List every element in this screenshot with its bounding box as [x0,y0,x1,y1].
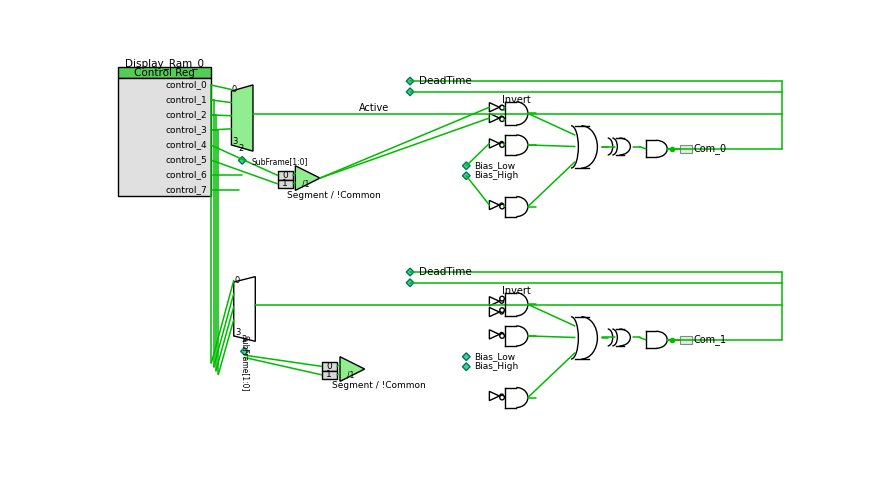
Circle shape [500,117,504,122]
Circle shape [500,296,504,301]
Polygon shape [406,268,414,276]
Polygon shape [489,330,499,339]
Text: Invert: Invert [501,286,530,296]
Text: SubFrame[1:0]: SubFrame[1:0] [240,335,248,392]
Polygon shape [489,297,499,306]
Text: /1: /1 [302,180,309,189]
Bar [277,171,292,180]
Text: Com_0: Com_0 [693,143,726,154]
Polygon shape [489,391,499,400]
Bar [321,370,336,379]
Text: control_6: control_6 [166,170,207,180]
Text: Bias_Low: Bias_Low [473,352,515,361]
Text: control_2: control_2 [166,111,207,119]
Text: Invert: Invert [501,95,530,105]
Text: 3: 3 [234,327,240,337]
Circle shape [500,105,504,110]
Text: DeadTime: DeadTime [419,267,471,277]
Polygon shape [462,162,470,170]
Text: Active: Active [358,103,389,113]
Text: 0: 0 [232,85,237,94]
Polygon shape [238,156,246,164]
Polygon shape [241,347,248,355]
Circle shape [500,394,503,398]
Polygon shape [489,200,499,210]
Text: /1: /1 [347,370,354,380]
Text: 0: 0 [282,171,288,180]
Circle shape [500,334,504,338]
Text: control_1: control_1 [166,96,207,104]
Text: 2: 2 [241,335,247,344]
Circle shape [500,332,503,336]
Circle shape [500,105,503,109]
Circle shape [500,203,503,207]
Bar [679,145,691,154]
Polygon shape [489,114,499,123]
Polygon shape [489,308,499,317]
Text: SubFrame[1:0]: SubFrame[1:0] [251,156,307,166]
Polygon shape [462,172,470,180]
Text: 0: 0 [234,276,240,285]
Circle shape [500,116,503,120]
Circle shape [500,395,504,400]
Text: control_7: control_7 [166,185,207,195]
Circle shape [500,299,503,303]
Polygon shape [489,102,499,112]
Text: DeadTime: DeadTime [419,76,471,86]
Circle shape [500,142,503,145]
Polygon shape [462,353,470,361]
Bar [277,180,292,188]
Text: Bias_High: Bias_High [473,362,518,371]
Polygon shape [234,277,255,341]
Polygon shape [406,88,414,96]
Text: control_3: control_3 [166,126,207,134]
Bar [679,336,691,344]
Text: control_4: control_4 [166,141,207,149]
Polygon shape [406,279,414,286]
Text: Bias_High: Bias_High [473,171,518,180]
Text: Com_1: Com_1 [693,334,726,345]
Polygon shape [406,77,414,85]
Circle shape [500,308,504,313]
Bar [321,362,336,370]
Text: Display_Ram_0: Display_Ram_0 [125,58,204,69]
Polygon shape [295,166,320,190]
Text: Segment / !Common: Segment / !Common [331,382,425,390]
Bar [119,67,211,78]
Text: Control Reg: Control Reg [133,68,195,78]
Text: 1: 1 [282,179,288,188]
Polygon shape [231,85,253,151]
Bar [119,78,211,196]
Text: control_0: control_0 [166,80,207,89]
Text: 0: 0 [326,362,332,371]
Circle shape [500,142,504,147]
Polygon shape [489,139,499,148]
Text: 3: 3 [232,137,237,145]
Text: 2: 2 [238,144,243,153]
Polygon shape [340,357,364,382]
Text: 1: 1 [326,370,332,379]
Circle shape [500,204,504,209]
Text: control_5: control_5 [166,156,207,165]
Polygon shape [462,363,470,370]
Text: Segment / !Common: Segment / !Common [286,190,380,199]
Text: Bias_Low: Bias_Low [473,161,515,170]
Circle shape [500,310,503,314]
